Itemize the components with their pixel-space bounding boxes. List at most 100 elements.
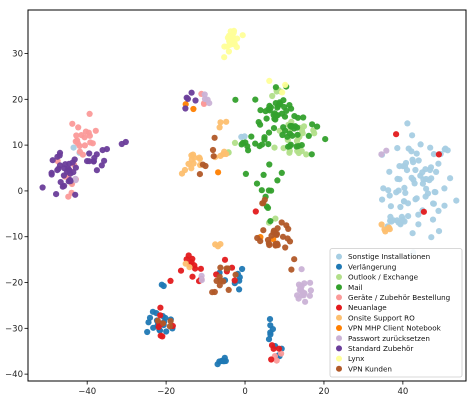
data-point (424, 190, 432, 197)
legend-marker (336, 304, 342, 311)
data-point (278, 219, 285, 226)
data-point (260, 227, 267, 234)
data-point (298, 266, 305, 273)
data-point (404, 200, 412, 207)
y-tick-label: −30 (5, 324, 23, 334)
data-point (181, 166, 189, 174)
data-point (78, 132, 85, 139)
data-point (223, 150, 230, 158)
data-point (245, 147, 252, 154)
data-point (295, 149, 302, 157)
data-point (399, 216, 406, 223)
legend-entry: Lynx (348, 354, 365, 363)
data-point (166, 323, 173, 330)
data-point (163, 328, 170, 335)
data-point (167, 318, 174, 325)
legend-marker (336, 365, 342, 372)
data-point (236, 286, 243, 293)
y-tick-label: −20 (5, 279, 23, 289)
data-point (167, 277, 174, 284)
data-point (256, 143, 263, 150)
data-point (54, 153, 61, 160)
data-point (396, 163, 403, 170)
data-point (408, 174, 415, 181)
data-point (302, 298, 309, 305)
data-point (427, 144, 434, 151)
data-point (428, 234, 435, 241)
data-point (192, 265, 199, 272)
data-point (260, 199, 267, 207)
data-point (279, 131, 286, 139)
data-point (268, 187, 275, 194)
legend-marker (336, 284, 342, 291)
series-10 (221, 27, 289, 96)
data-point (409, 230, 416, 237)
data-point (262, 108, 269, 115)
data-point (402, 189, 409, 196)
data-point (239, 32, 246, 39)
legend-entry: Verlängerung (348, 262, 396, 271)
data-point (430, 200, 437, 207)
data-point (231, 40, 238, 48)
legend-marker (336, 325, 342, 331)
data-point (387, 203, 394, 210)
data-point (201, 91, 208, 98)
data-point (404, 120, 411, 127)
data-point (257, 107, 264, 114)
legend-marker (336, 314, 342, 321)
data-point (394, 175, 401, 182)
data-point (98, 162, 105, 169)
data-point (225, 286, 232, 293)
data-point (427, 164, 435, 171)
data-point (69, 120, 76, 127)
data-point (184, 95, 191, 102)
data-point (242, 170, 249, 177)
data-point (272, 241, 279, 248)
data-point (386, 192, 393, 199)
data-point (300, 114, 307, 121)
data-point (217, 277, 224, 284)
data-point (93, 167, 100, 174)
data-point (53, 191, 60, 198)
data-point (146, 314, 154, 321)
data-point (64, 168, 71, 175)
data-point (394, 145, 401, 152)
data-point (409, 156, 416, 163)
data-point (198, 272, 205, 279)
legend-entry: Neuanlage (348, 303, 387, 312)
data-point (270, 125, 278, 132)
data-point (441, 202, 448, 209)
data-point (405, 145, 412, 152)
data-point (217, 152, 224, 159)
data-point (253, 180, 261, 187)
data-point (196, 171, 203, 178)
data-point (378, 221, 385, 228)
data-point (423, 185, 430, 192)
data-point (432, 189, 439, 196)
data-point (286, 149, 293, 156)
data-point (215, 169, 222, 176)
data-point (395, 187, 402, 194)
data-point (295, 143, 302, 150)
data-point (420, 208, 427, 215)
data-point (383, 147, 390, 154)
data-point (265, 141, 272, 148)
data-point (234, 35, 241, 42)
data-point (93, 151, 100, 158)
data-point (159, 333, 166, 340)
data-point (75, 124, 82, 131)
data-point (280, 124, 287, 131)
data-point (453, 197, 460, 204)
x-tick-label: 40 (397, 387, 408, 397)
data-point (274, 112, 281, 119)
data-point (182, 105, 189, 112)
data-point (232, 96, 239, 103)
data-point (72, 191, 79, 198)
data-point (177, 267, 185, 274)
data-point (223, 118, 230, 125)
data-point (417, 141, 424, 148)
data-point (160, 320, 167, 327)
x-tick-label: −20 (157, 387, 175, 397)
data-point (294, 292, 301, 299)
data-point (286, 130, 294, 137)
